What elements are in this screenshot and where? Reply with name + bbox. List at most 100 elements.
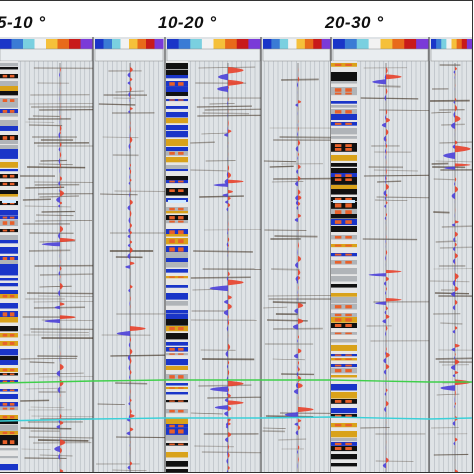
log-marker	[9, 389, 15, 392]
log-block	[331, 202, 357, 209]
log-marker	[334, 235, 342, 239]
wiggle-negative-lobe	[225, 200, 228, 204]
seismic-reflector	[28, 436, 93, 439]
wiggle-positive-lobe	[228, 67, 244, 74]
log-marker	[334, 92, 342, 95]
log-block	[331, 375, 357, 378]
log-block	[0, 269, 18, 276]
wiggle-negative-lobe	[383, 135, 386, 143]
wiggle-positive-lobe	[298, 100, 302, 104]
wiggle-negative-lobe	[217, 85, 228, 92]
log-marker	[345, 423, 352, 427]
log-marker	[178, 353, 184, 355]
log-block	[331, 253, 357, 257]
wiggle-positive-lobe	[455, 220, 459, 224]
log-marker	[178, 347, 184, 351]
seismic-reflector	[198, 66, 256, 69]
track-header	[0, 48, 93, 62]
log-block	[166, 165, 188, 171]
log-marker	[345, 197, 352, 201]
log-block	[0, 402, 18, 407]
log-marker	[178, 387, 184, 389]
wiggle-negative-lobe	[128, 364, 130, 372]
wiggle-negative-lobe	[451, 122, 455, 130]
log-marker	[169, 82, 175, 86]
log-block	[166, 387, 188, 390]
log-block	[166, 176, 188, 183]
log-block	[0, 240, 18, 244]
wiggle-negative-lobe	[127, 253, 130, 260]
wiggle-positive-lobe	[60, 265, 62, 271]
log-marker	[169, 247, 175, 252]
wiggle-positive-lobe	[455, 389, 456, 397]
wiggle-negative-lobe	[127, 354, 130, 362]
wiggle-positive-lobe	[130, 230, 132, 235]
wiggle-negative-lobe	[226, 242, 228, 247]
log-block	[0, 394, 18, 400]
wiggle-positive-lobe	[130, 348, 133, 355]
wiggle-negative-lobe	[129, 192, 130, 198]
wiggle-positive-lobe	[298, 164, 301, 170]
wiggle-positive-lobe	[298, 255, 302, 263]
seismic-reflector	[39, 285, 72, 288]
log-marker	[2, 74, 8, 78]
log-marker	[178, 216, 184, 220]
wiggle-positive-lobe	[130, 223, 132, 229]
wiggle-positive-lobe	[386, 286, 387, 292]
log-block	[331, 168, 357, 174]
log-block	[166, 469, 188, 472]
seismic-reflector	[274, 235, 318, 238]
log-block	[166, 238, 188, 245]
wiggle-negative-lobe	[59, 188, 60, 193]
log-block	[166, 87, 188, 93]
wiggle-negative-lobe	[452, 144, 455, 149]
wiggle-positive-lobe	[298, 335, 300, 340]
log-marker	[334, 220, 342, 224]
log-marker	[169, 353, 175, 355]
log-block	[0, 102, 18, 108]
seismic-reflector	[24, 372, 84, 375]
wiggle-negative-lobe	[225, 425, 228, 429]
log-block	[331, 284, 357, 288]
log-block	[166, 285, 188, 288]
seismic-reflector	[201, 132, 229, 135]
log-block	[331, 72, 357, 77]
wiggle-positive-lobe	[60, 275, 61, 279]
log-block	[166, 392, 188, 395]
wiggle-positive-lobe	[386, 201, 388, 205]
wiggle-negative-lobe	[384, 406, 386, 413]
wiggle-positive-lobe	[60, 201, 63, 205]
wiggle-negative-lobe	[226, 458, 228, 465]
seismic-reflector	[433, 178, 455, 181]
log-block	[166, 409, 188, 414]
wiggle-negative-lobe	[226, 171, 228, 179]
wiggle-positive-lobe	[228, 387, 230, 392]
wiggle-positive-lobe	[130, 77, 133, 82]
wiggle-positive-lobe	[455, 286, 459, 292]
wiggle-positive-lobe	[455, 370, 459, 375]
log-block	[0, 235, 18, 242]
log-block	[166, 70, 188, 76]
log-marker	[178, 443, 184, 446]
wiggle-negative-lobe	[295, 145, 298, 152]
wiggle-negative-lobe	[127, 205, 130, 211]
seismic-reflector	[112, 469, 147, 472]
log-block	[0, 431, 18, 435]
wiggle-negative-lobe	[128, 166, 130, 171]
wiggle-positive-lobe	[60, 439, 66, 446]
wiggle-positive-lobe	[60, 237, 76, 243]
log-marker	[178, 189, 184, 194]
log-block	[166, 211, 188, 214]
wiggle-negative-lobe	[454, 181, 455, 187]
log-block	[331, 431, 357, 438]
log-block	[166, 229, 188, 236]
legend-swatch	[451, 39, 458, 49]
log-block	[166, 99, 188, 102]
log-block	[331, 101, 357, 104]
seismic-reflector	[190, 141, 215, 144]
seismic-reflector	[29, 249, 71, 252]
seismic-reflector	[377, 180, 402, 183]
wiggle-positive-lobe	[298, 382, 303, 389]
log-block	[0, 368, 18, 373]
seismic-reflector	[102, 136, 139, 139]
